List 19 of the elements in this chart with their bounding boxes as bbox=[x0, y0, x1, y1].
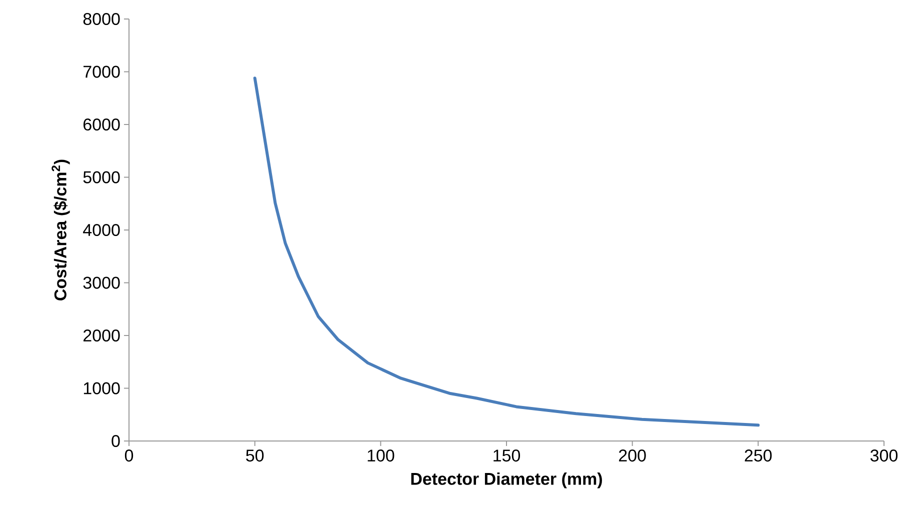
y-tick-label: 5000 bbox=[83, 171, 120, 184]
x-tick-label: 250 bbox=[744, 450, 772, 462]
y-axis-title: Cost/Area ($/cm$^{2}$) bbox=[52, 160, 70, 300]
y-tick-label: 8000 bbox=[83, 12, 120, 26]
y-tick-label: 7000 bbox=[84, 66, 120, 78]
y-tick-label: 2000 bbox=[84, 329, 120, 342]
line-series bbox=[253, 76, 760, 427]
y-tick-label: 0 bbox=[112, 434, 120, 448]
x-tick-label: 100 bbox=[368, 450, 394, 462]
x-tick-label: 50 bbox=[246, 450, 264, 462]
x-tick-label: 300 bbox=[870, 450, 898, 462]
x-tick-label: 0 bbox=[124, 450, 134, 462]
y-tick-label: 3000 bbox=[83, 276, 120, 289]
y-tick-label: 6000 bbox=[84, 118, 120, 131]
y-tick-label: 4000 bbox=[83, 224, 120, 236]
y-tick-label: 1000 bbox=[84, 382, 120, 394]
x-tick-label: 200 bbox=[619, 450, 646, 462]
x-axis-title: Detector Diameter (mm) bbox=[411, 472, 602, 488]
x-tick-label: 150 bbox=[494, 450, 520, 462]
